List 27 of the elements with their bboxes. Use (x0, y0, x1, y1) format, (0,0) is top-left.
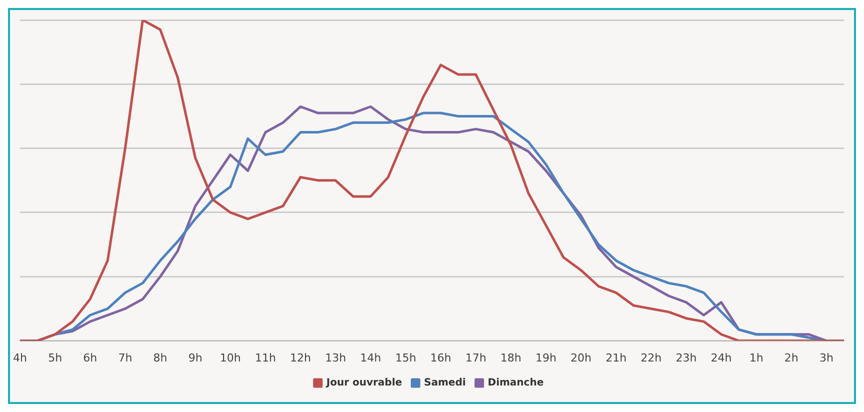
x-tick-label: 13h (325, 351, 346, 364)
x-tick-label: 12h (290, 351, 312, 364)
x-tick-label: 22h (640, 351, 662, 364)
x-tick-label: 10h (220, 351, 241, 364)
legend-label: Samedi (424, 378, 466, 389)
x-tick-label: 7h (118, 351, 132, 364)
x-tick-label: 24h (710, 351, 732, 364)
legend-label: Dimanche (488, 378, 544, 389)
x-tick-label: 2h (784, 351, 798, 364)
x-tick-label: 16h (430, 351, 452, 364)
x-tick-label: 21h (606, 351, 627, 364)
x-tick-label: 6h (83, 351, 98, 364)
x-tick-label: 1h (749, 351, 764, 364)
x-tick-label: 5h (48, 351, 62, 364)
x-tick-label: 9h (188, 351, 202, 364)
x-tick-label: 15h (395, 351, 416, 364)
x-tick-label: 18h (500, 351, 522, 364)
x-tick-label: 11h (254, 351, 276, 364)
x-tick-label: 4h (12, 351, 27, 364)
x-tick-label: 14h (360, 351, 382, 364)
x-tick-label: 23h (676, 351, 697, 364)
x-tick-label: 8h (153, 351, 168, 364)
x-tick-label: 3h (819, 351, 834, 364)
legend-label: Jour ouvrable (325, 378, 402, 389)
x-tick-label: 19h (535, 351, 556, 364)
x-tick-label: 20h (570, 351, 592, 364)
x-tick-label: 17h (465, 351, 486, 364)
